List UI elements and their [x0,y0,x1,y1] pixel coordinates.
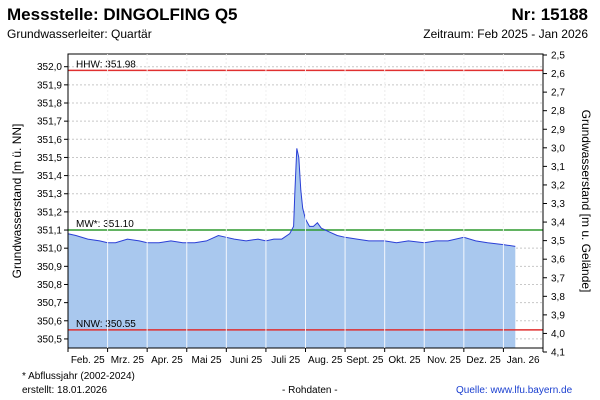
month-label: Sept. 25 [346,355,384,366]
right-y-tick-label: 2,9 [551,125,565,136]
right-y-tick-label: 3,9 [551,310,565,321]
y-tick-label: 351,2 [37,207,62,218]
station-number: Nr: 15188 [511,5,588,24]
month-label: Dez. 25 [466,355,501,366]
month-axis-ticks: Feb. 25 Mrz. 25 Apr. 25 Mai 25 Juni 25 Juli 2… [67,348,544,366]
right-y-tick-label: 2,6 [551,69,565,80]
y-tick-label: 351,7 [37,117,62,128]
right-y-tick-label: 3,5 [551,236,565,247]
right-y-tick-label: 2,8 [551,106,565,117]
source-link[interactable]: Quelle: www.lfu.bayern.de [456,385,573,396]
month-label: Juli 25 [271,355,300,366]
y-tick-label: 352,0 [37,62,62,73]
month-label: Jan. 26 [507,355,540,366]
right-y-tick-label: 2,7 [551,88,565,99]
reference-label: HHW: 351.98 [76,59,136,70]
month-label: Aug. 25 [308,355,343,366]
right-y-tick-label: 3,4 [551,218,565,229]
created-date: erstellt: 18.01.2026 [22,385,108,396]
right-y-tick-label: 3,8 [551,292,565,303]
right-y-tick-label: 2,5 [551,51,565,62]
water-level-line [67,148,516,247]
rawdata-label: - Rohdaten - [282,385,338,396]
right-y-tick-label: 3,3 [551,199,565,210]
y-tick-label: 350,8 [37,280,62,291]
right-y-tick-label: 3,7 [551,273,565,284]
y-tick-label: 351,0 [37,244,62,255]
aquifer-label: Grundwasserleiter: Quartär [7,27,152,41]
right-y-tick-label: 4,1 [551,348,565,359]
y-tick-label: 351,8 [37,99,62,110]
water-level-area [68,148,516,348]
right-y-tick-label: 3,2 [551,180,565,191]
footnote-abflussjahr: * Abflussjahr (2002-2024) [22,371,135,382]
y-tick-label: 351,1 [37,226,62,237]
month-label: Mai 25 [192,355,222,366]
right-y-tick-label: 3,0 [551,143,565,154]
month-label: Feb. 25 [71,355,105,366]
y-tick-label: 351,3 [37,189,62,200]
y-tick-label: 350,7 [37,298,62,309]
right-y-tick-label: 3,1 [551,162,565,173]
month-label: Juni 25 [230,355,263,366]
right-y-tick-label: 4,0 [551,329,565,340]
month-label: Nov. 25 [427,355,461,366]
y-tick-label: 351,9 [37,80,62,91]
month-label: Okt. 25 [388,355,421,366]
left-axis-ticks: 350,5 350,6 350,7 350,8 350,9 351,0 351,1 351,2… [37,62,68,345]
month-label: Mrz. 25 [111,355,145,366]
reference-label: MW*: 351.10 [76,219,134,230]
station-title: Messstelle: DINGOLFING Q5 [7,5,238,24]
y-tick-label: 351,5 [37,153,62,164]
y-tick-label: 350,6 [37,316,62,327]
left-axis-label: Grundwasserstand [m ü. NN] [10,124,24,279]
reference-label: NNW: 350.55 [76,319,136,330]
y-tick-label: 350,5 [37,334,62,345]
y-tick-label: 351,4 [37,171,62,182]
right-axis-ticks: 2,5 2,6 2,7 2,8 2,9 3,0 3,1 3,2 3,3 3,4 3,5 3,6 3,7 3… [543,51,565,359]
month-label: Apr. 25 [151,355,183,366]
right-axis-label: Grundwasserstand [m u. Gelände] [579,110,593,293]
y-tick-label: 351,6 [37,135,62,146]
right-y-tick-label: 3,6 [551,255,565,266]
y-tick-label: 350,9 [37,262,62,273]
period-label: Zeitraum: Feb 2025 - Jan 2026 [423,27,588,41]
